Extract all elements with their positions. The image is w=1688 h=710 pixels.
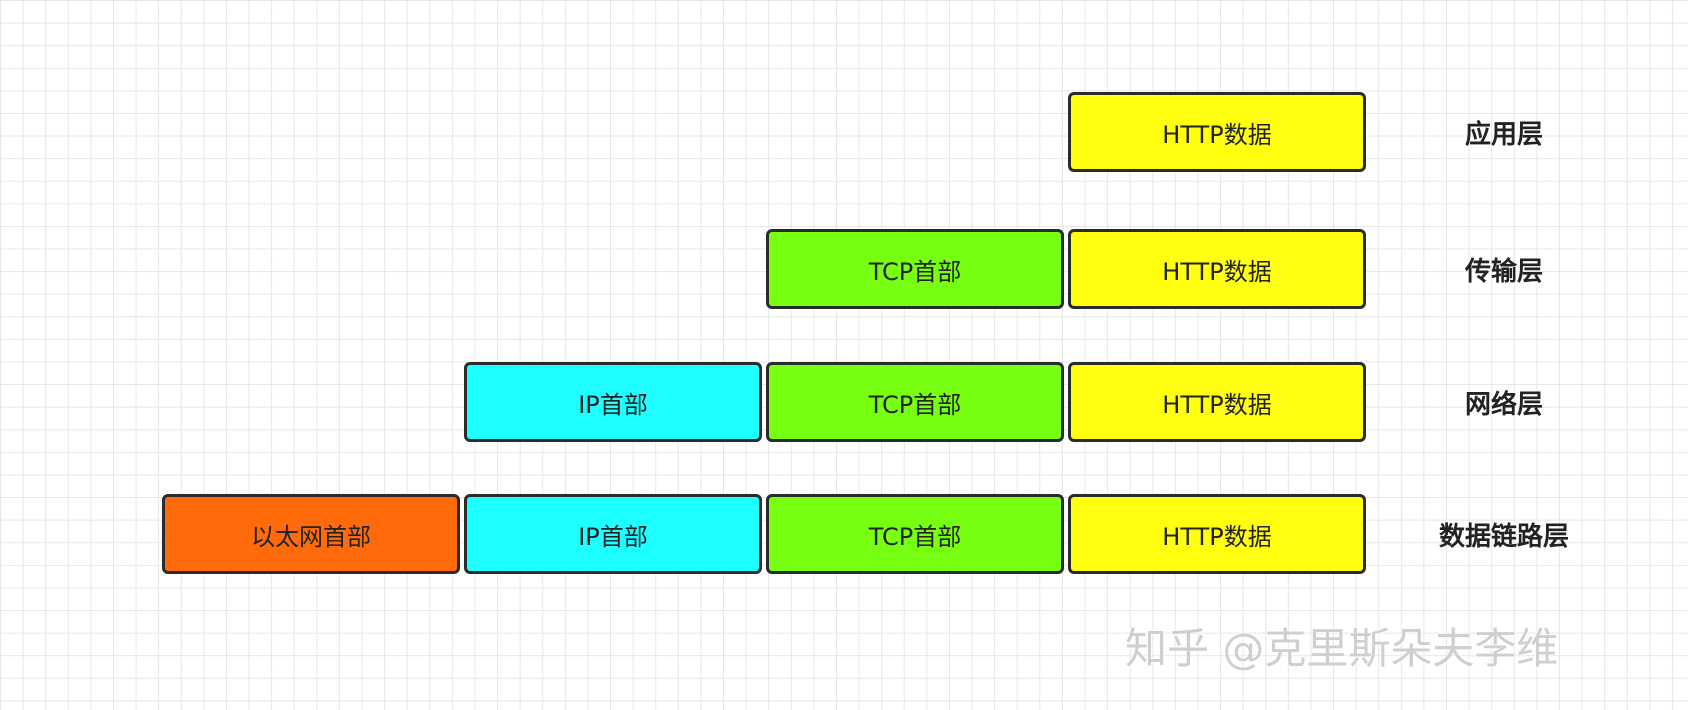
packet-segment: HTTP数据 <box>1068 92 1366 172</box>
packet-segment: HTTP数据 <box>1068 362 1366 442</box>
watermark: 知乎 @克里斯朵夫李维 <box>1125 624 1559 673</box>
layer-label: 应用层 <box>1464 119 1543 150</box>
packet-segment: 以太网首部 <box>162 494 460 574</box>
packet-segment: TCP首部 <box>766 229 1064 309</box>
packet-segment: TCP首部 <box>766 494 1064 574</box>
layer-label: 网络层 <box>1464 389 1543 420</box>
packet-segment: HTTP数据 <box>1068 229 1366 309</box>
packet-segment: TCP首部 <box>766 362 1064 442</box>
packet-segment: HTTP数据 <box>1068 494 1366 574</box>
packet-segment: IP首部 <box>464 362 762 442</box>
packet-segment: IP首部 <box>464 494 762 574</box>
layer-label: 传输层 <box>1464 256 1543 287</box>
layer-label: 数据链路层 <box>1438 521 1569 552</box>
